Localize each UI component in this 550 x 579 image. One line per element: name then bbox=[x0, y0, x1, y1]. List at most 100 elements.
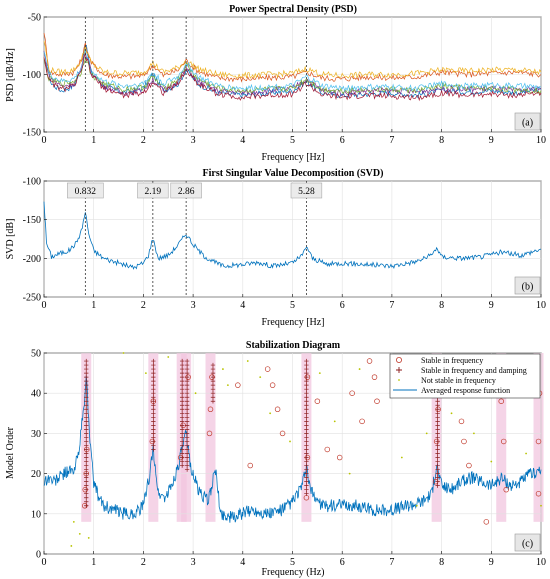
stable-damping-point bbox=[435, 451, 440, 456]
stable-damping-point bbox=[179, 419, 185, 424]
stable-damping-point bbox=[179, 358, 185, 364]
stable-damping-point bbox=[435, 467, 440, 472]
stable-damping-point bbox=[435, 399, 440, 404]
x-tick-label: 1 bbox=[91, 557, 96, 568]
unstable-point bbox=[70, 545, 73, 547]
stable-damping-point bbox=[179, 395, 185, 400]
stable-freq-point bbox=[235, 382, 241, 388]
stable-damping-point bbox=[184, 451, 190, 456]
y-tick-label: -150 bbox=[23, 128, 41, 139]
legend-item-not-stable: Not stable in frequency bbox=[421, 376, 496, 385]
stable-damping-point bbox=[304, 370, 309, 376]
stable-damping-point bbox=[184, 391, 190, 396]
stable-damping-point bbox=[179, 386, 185, 392]
stable-damping-point bbox=[304, 451, 309, 456]
stable-damping-point bbox=[151, 443, 156, 448]
legend-item-stable-freq: Stable in frequency bbox=[421, 356, 483, 365]
stable-damping-point bbox=[151, 415, 156, 420]
stable-damping-point bbox=[184, 443, 190, 448]
x-tick-label: 9 bbox=[489, 300, 494, 311]
stable-damping-point bbox=[179, 391, 185, 396]
stable-damping-point bbox=[84, 366, 89, 372]
stab-grid bbox=[43, 352, 542, 555]
stable-damping-point bbox=[179, 378, 185, 384]
unstable-point bbox=[122, 352, 125, 354]
stable-damping-point bbox=[84, 467, 89, 472]
unstable-point bbox=[450, 412, 453, 415]
stable-damping-point bbox=[179, 439, 185, 444]
stable-damping-point bbox=[84, 487, 89, 492]
legend-circle-marker bbox=[395, 356, 402, 363]
stable-damping-point bbox=[179, 431, 185, 436]
stable-damping-point bbox=[210, 378, 216, 384]
stable-damping-point bbox=[184, 419, 190, 424]
svd-x-ticks: 0 1 2 3 4 5 6 7 8 9 10 bbox=[42, 294, 546, 311]
stable-damping-point bbox=[304, 447, 309, 452]
stable-damping-point bbox=[184, 427, 190, 432]
svd-peak-label: 2.19 bbox=[145, 187, 162, 197]
unstable-point bbox=[318, 372, 321, 374]
stable-damping-point bbox=[184, 447, 190, 452]
stable-damping-point bbox=[84, 391, 89, 396]
y-tick-label: 0 bbox=[36, 550, 41, 561]
stable-damping-point bbox=[210, 362, 216, 368]
psd-series-line bbox=[43, 40, 542, 79]
legend-item-arf: Averaged response function bbox=[421, 386, 510, 395]
stable-damping-point bbox=[184, 362, 190, 368]
stable-damping-point bbox=[435, 403, 440, 408]
stable-damping-point bbox=[84, 399, 89, 404]
stable-damping-point bbox=[151, 431, 156, 436]
unstable-point bbox=[348, 472, 351, 475]
stable-freq-point bbox=[279, 430, 286, 437]
stab-legend: Stable in frequency Stable in frequency … bbox=[389, 353, 541, 399]
svd-peak-label: 2.86 bbox=[178, 187, 195, 197]
stab-highlight-band bbox=[533, 353, 544, 522]
stable-damping-point bbox=[304, 471, 309, 476]
stable-freq-point bbox=[366, 358, 373, 364]
y-tick-label: -100 bbox=[23, 70, 41, 81]
stable-damping-point bbox=[304, 403, 309, 408]
stable-damping-point bbox=[304, 431, 309, 436]
stable-damping-point bbox=[151, 407, 156, 412]
stable-freq-point bbox=[498, 398, 504, 404]
stable-freq-point bbox=[535, 438, 542, 445]
unstable-point bbox=[78, 533, 81, 535]
stable-damping-point bbox=[84, 378, 89, 384]
stable-damping-point bbox=[435, 419, 440, 424]
stable-damping-point bbox=[179, 403, 185, 408]
y-tick-label: -150 bbox=[23, 215, 41, 226]
stable-freq-point bbox=[371, 374, 378, 380]
stable-damping-point bbox=[435, 443, 440, 448]
stable-damping-point bbox=[151, 435, 156, 440]
stable-damping-point bbox=[184, 423, 190, 428]
stable-damping-point bbox=[210, 374, 216, 380]
x-tick-label: 5 bbox=[290, 135, 295, 146]
stable-damping-point bbox=[84, 491, 89, 496]
stable-damping-point bbox=[151, 374, 156, 380]
stable-damping-point bbox=[210, 386, 216, 392]
stable-damping-point bbox=[304, 463, 309, 468]
x-tick-label: 6 bbox=[340, 300, 345, 311]
stable-damping-point bbox=[435, 435, 440, 440]
stable-damping-point bbox=[184, 386, 190, 392]
stable-damping-point bbox=[84, 427, 89, 432]
stable-damping-point bbox=[304, 467, 309, 472]
stable-freq-point bbox=[483, 519, 490, 525]
stable-damping-point bbox=[84, 479, 89, 484]
stable-damping-point bbox=[304, 435, 309, 440]
stab-y-label: Model Order bbox=[5, 426, 16, 479]
unstable-point bbox=[333, 420, 336, 423]
y-tick-label: 40 bbox=[31, 389, 41, 400]
svd-peak-label-box bbox=[290, 182, 323, 199]
stab-stable-damping-points bbox=[84, 358, 440, 508]
stable-damping-point bbox=[184, 358, 190, 364]
x-tick-label: 9 bbox=[489, 135, 494, 146]
stable-freq-point bbox=[458, 418, 465, 425]
x-tick-label: 0 bbox=[42, 557, 47, 568]
stable-freq-point bbox=[461, 438, 467, 445]
stable-damping-point bbox=[179, 362, 185, 368]
stable-damping-point bbox=[151, 419, 156, 424]
stable-damping-point bbox=[179, 415, 185, 420]
stable-damping-point bbox=[435, 439, 440, 444]
stable-damping-point bbox=[84, 475, 89, 480]
